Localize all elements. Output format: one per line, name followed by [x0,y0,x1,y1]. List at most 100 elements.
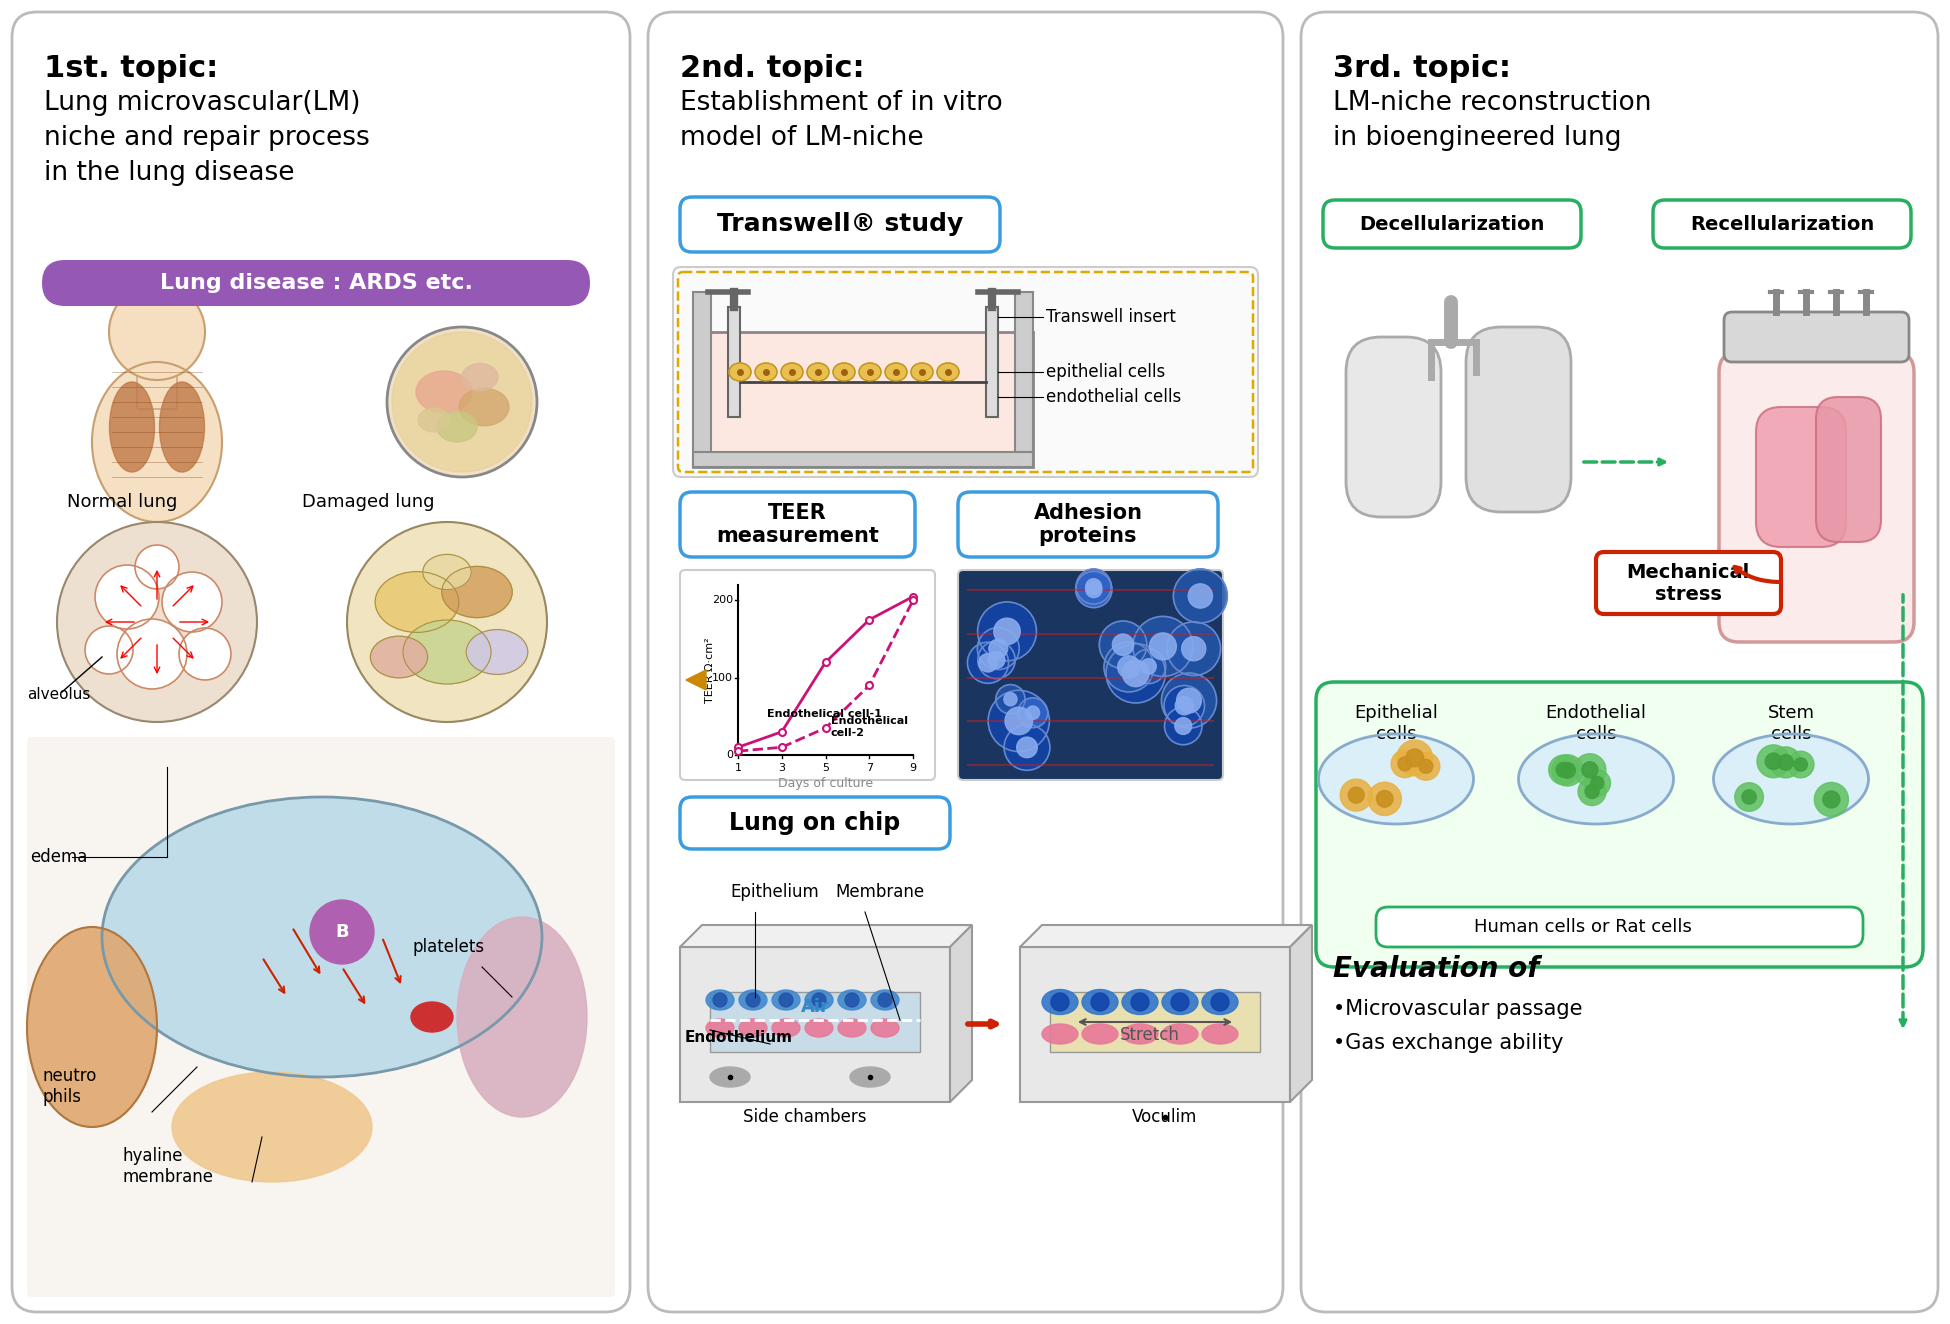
Polygon shape [1020,947,1291,1102]
Ellipse shape [1082,1023,1117,1045]
FancyBboxPatch shape [1016,293,1034,467]
Ellipse shape [160,383,205,471]
Circle shape [1574,753,1607,786]
Text: Decellularization: Decellularization [1359,214,1544,233]
Polygon shape [681,947,950,1102]
Ellipse shape [805,1019,833,1037]
FancyBboxPatch shape [1724,312,1909,361]
Circle shape [1741,790,1757,804]
Ellipse shape [710,1067,751,1087]
FancyBboxPatch shape [1316,682,1923,967]
Circle shape [977,641,1016,679]
Ellipse shape [911,363,932,381]
Text: Lung microvascular(LM)
niche and repair process
in the lung disease: Lung microvascular(LM) niche and repair … [45,90,371,185]
Polygon shape [681,925,971,947]
Circle shape [1369,782,1402,816]
Ellipse shape [374,572,458,633]
Circle shape [1166,622,1221,675]
FancyBboxPatch shape [957,493,1219,557]
Text: Damaged lung: Damaged lung [302,493,435,511]
Ellipse shape [1201,989,1238,1014]
Ellipse shape [872,1019,899,1037]
FancyBboxPatch shape [681,571,934,780]
FancyBboxPatch shape [692,451,1034,467]
Text: Transwell® study: Transwell® study [718,212,963,237]
Text: 1: 1 [735,763,741,773]
Text: Epithelium: Epithelium [729,883,819,902]
Ellipse shape [772,1019,800,1037]
FancyBboxPatch shape [1815,397,1882,542]
FancyBboxPatch shape [1322,200,1581,248]
Circle shape [979,654,996,673]
Circle shape [1076,569,1112,604]
Circle shape [1794,757,1808,771]
Circle shape [1788,751,1814,777]
Circle shape [1420,760,1433,773]
Text: TEER
measurement: TEER measurement [716,503,879,545]
FancyBboxPatch shape [1720,352,1915,642]
Text: edema: edema [29,847,88,866]
Circle shape [1141,659,1156,674]
Circle shape [1578,777,1607,805]
Circle shape [310,900,374,964]
Text: Endothelical cell-1: Endothelical cell-1 [766,708,881,719]
Ellipse shape [706,1019,733,1037]
Circle shape [844,993,860,1008]
Circle shape [1026,706,1039,719]
Ellipse shape [872,990,899,1010]
Circle shape [1076,572,1112,608]
Ellipse shape [404,620,491,685]
Circle shape [1104,642,1154,692]
Text: Endothelium: Endothelium [684,1030,794,1045]
Ellipse shape [1318,733,1474,824]
FancyBboxPatch shape [710,992,920,1053]
Circle shape [1583,769,1611,796]
Circle shape [967,642,1008,683]
Circle shape [1778,755,1794,771]
Text: Membrane: Membrane [835,883,924,902]
Text: Endothelial
cells: Endothelial cells [1546,704,1646,743]
Ellipse shape [462,364,497,391]
Text: 200: 200 [712,596,733,605]
Circle shape [989,690,1049,752]
Circle shape [1823,790,1841,808]
Text: 3rd. topic:: 3rd. topic: [1334,54,1511,83]
Ellipse shape [1201,1023,1238,1045]
Ellipse shape [755,363,776,381]
Circle shape [1377,790,1392,808]
FancyBboxPatch shape [692,293,712,467]
Circle shape [1086,581,1102,597]
Circle shape [1412,752,1439,780]
Ellipse shape [739,990,766,1010]
Circle shape [1347,786,1365,804]
Ellipse shape [1041,1023,1078,1045]
Circle shape [1051,993,1069,1012]
Ellipse shape [833,363,854,381]
Circle shape [1004,724,1049,771]
Ellipse shape [417,408,450,432]
Circle shape [1581,761,1597,777]
Circle shape [1164,686,1205,726]
Ellipse shape [706,990,733,1010]
FancyBboxPatch shape [681,797,950,849]
Ellipse shape [456,918,587,1117]
Circle shape [1176,696,1193,715]
Text: TEER Ω·cm²: TEER Ω·cm² [706,637,716,703]
Ellipse shape [838,1019,866,1037]
Ellipse shape [466,630,528,674]
Circle shape [392,332,532,471]
FancyBboxPatch shape [136,350,177,409]
Circle shape [1556,763,1572,777]
Text: epithelial cells: epithelial cells [1045,363,1166,381]
Ellipse shape [1519,733,1673,824]
Circle shape [1398,757,1412,771]
Circle shape [1149,633,1176,659]
Ellipse shape [101,797,542,1076]
Text: Evaluation of: Evaluation of [1334,955,1539,982]
Circle shape [1757,745,1790,777]
Circle shape [1164,707,1201,744]
FancyBboxPatch shape [1595,552,1780,614]
Text: 2nd. topic:: 2nd. topic: [681,54,864,83]
Ellipse shape [885,363,907,381]
Text: Air: Air [801,998,829,1016]
